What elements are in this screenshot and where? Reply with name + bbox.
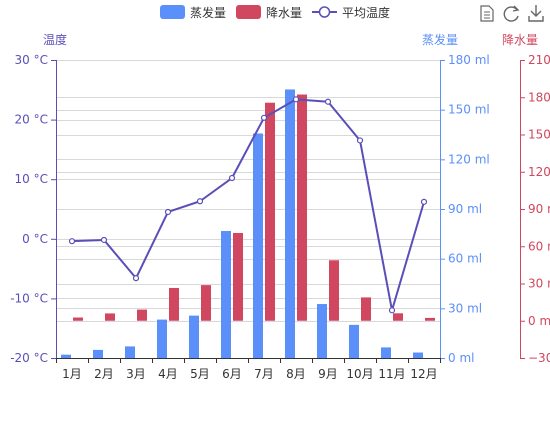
legend-item[interactable]: 平均温度: [312, 5, 390, 20]
restore-icon-arc: [503, 6, 519, 22]
bar-evaporation[interactable]: [317, 304, 327, 358]
category-tick-label: 10月: [346, 367, 373, 381]
temperature-point[interactable]: [420, 198, 428, 205]
grid-lines: [56, 60, 440, 322]
temperature-tick-label: -20 °C: [10, 351, 48, 365]
temperature-point[interactable]: [68, 238, 76, 245]
category-tick-label: 8月: [286, 367, 306, 381]
precipitation-tick-label: −30: [528, 351, 550, 365]
legend-label: 平均温度: [342, 5, 390, 20]
evaporation-tick-label: 90 ml: [448, 202, 482, 216]
category-tick-label: 7月: [254, 367, 274, 381]
bar-precipitation[interactable]: [329, 260, 339, 321]
bar-precipitation[interactable]: [105, 313, 115, 321]
category-tick-label: 4月: [158, 367, 178, 381]
category-tick-label: 9月: [318, 367, 338, 381]
precipitation-tick-label: 180: [528, 90, 550, 104]
temperature-point[interactable]: [164, 208, 172, 216]
legend-label: 蒸发量: [190, 5, 226, 20]
bar-precipitation[interactable]: [169, 287, 179, 321]
bar-evaporation[interactable]: [285, 89, 295, 359]
evaporation-tick-label: 120 ml: [448, 152, 490, 166]
precipitation-tick-label: 90 m: [528, 202, 550, 216]
legend-swatch: [160, 5, 185, 19]
precipitation-tick-label: 60 m: [528, 239, 550, 253]
save-image-icon-tray: [528, 16, 544, 22]
legend-swatch: [236, 5, 261, 19]
bar-precipitation[interactable]: [201, 285, 211, 321]
bar-precipitation[interactable]: [137, 309, 147, 321]
bar-precipitation[interactable]: [233, 232, 243, 321]
temperature-tick-label: 20 °C: [15, 113, 48, 127]
precipitation-tick-label: 120: [528, 165, 550, 179]
category-tick-label: 1月: [62, 367, 82, 381]
evaporation-tick-label: 60 ml: [448, 252, 482, 266]
restore-icon[interactable]: [503, 5, 520, 22]
temperature-axis-title: 温度: [43, 32, 67, 47]
bars: [61, 89, 435, 359]
precipitation-tick-label: 210: [528, 53, 550, 67]
temperature-point[interactable]: [196, 198, 204, 205]
temperature-point[interactable]: [356, 137, 364, 144]
legend-item[interactable]: 降水量: [236, 5, 302, 20]
bar-evaporation[interactable]: [381, 347, 391, 358]
category-tick-label: 5月: [190, 367, 210, 381]
precipitation-tick-label: 150: [528, 128, 550, 142]
temperature-point[interactable]: [228, 174, 236, 182]
temperature-point[interactable]: [132, 275, 140, 282]
bar-precipitation[interactable]: [265, 102, 275, 321]
data-view-icon-shape: [480, 5, 494, 22]
evaporation-tick-label: 0 ml: [448, 351, 474, 365]
bar-precipitation[interactable]: [393, 313, 403, 321]
precipitation-tick-label: 0 m: [528, 314, 550, 328]
legend-item[interactable]: 蒸发量: [160, 5, 226, 20]
temperature-tick-label: 0 °C: [22, 232, 48, 246]
bar-evaporation[interactable]: [221, 231, 231, 358]
save-image-icon-head: [530, 10, 542, 17]
bar-evaporation[interactable]: [413, 352, 423, 358]
temperature-point[interactable]: [292, 96, 300, 103]
category-tick-label: 12月: [410, 367, 437, 381]
precipitation-axis-title: 降水量: [502, 33, 538, 47]
bar-evaporation[interactable]: [93, 349, 103, 358]
evaporation-tick-label: 150 ml: [448, 103, 490, 117]
bar-precipitation[interactable]: [361, 297, 371, 321]
restore-icon-arrow: [512, 5, 520, 12]
evaporation-axis-title: 蒸发量: [422, 32, 458, 47]
bar-precipitation[interactable]: [73, 317, 83, 321]
save-image-icon[interactable]: [528, 5, 544, 22]
data-view-icon[interactable]: [480, 5, 494, 22]
category-tick-label: 6月: [222, 367, 242, 381]
temperature-point[interactable]: [324, 98, 332, 105]
temperature-point[interactable]: [260, 114, 268, 121]
legend[interactable]: 蒸发量 降水量 平均温度: [160, 5, 390, 20]
temperature-tick-label: -10 °C: [10, 291, 48, 305]
temperature-tick-label: 30 °C: [15, 53, 48, 67]
bar-evaporation[interactable]: [125, 346, 135, 358]
temperature-tick-label: 10 °C: [15, 172, 48, 186]
bar-evaporation[interactable]: [61, 354, 71, 358]
toolbox[interactable]: [480, 5, 544, 22]
bar-precipitation[interactable]: [297, 94, 307, 321]
bar-evaporation[interactable]: [157, 319, 167, 358]
temperature-point[interactable]: [100, 236, 108, 244]
legend-label: 降水量: [266, 6, 302, 20]
bar-precipitation[interactable]: [425, 317, 435, 321]
category-tick-label: 11月: [378, 367, 405, 381]
bar-evaporation[interactable]: [349, 324, 359, 358]
legend-swatch-marker: [318, 6, 331, 18]
category-tick-label: 3月: [126, 367, 146, 381]
temperature-line: [68, 96, 428, 314]
axes: -20 °C -10 °C 0 °C 10 °C 20 °C 30 °C 温度 0 ml 30 …: [10, 32, 550, 381]
bar-evaporation[interactable]: [253, 133, 263, 358]
evaporation-tick-label: 180 ml: [448, 53, 490, 67]
temperature-line-path: [71, 98, 425, 312]
evaporation-tick-label: 30 ml: [448, 301, 482, 315]
precipitation-tick-label: 30 m: [528, 277, 550, 291]
temperature-point[interactable]: [388, 307, 396, 314]
category-tick-label: 2月: [94, 367, 114, 381]
bar-evaporation[interactable]: [189, 315, 199, 358]
